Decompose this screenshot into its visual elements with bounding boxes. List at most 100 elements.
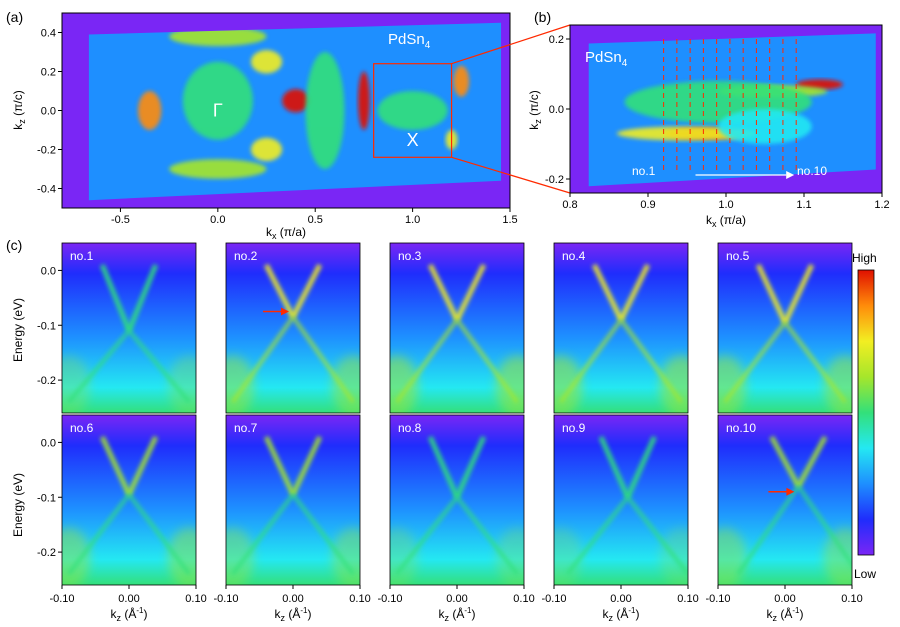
colorbar-high-label: High	[852, 251, 877, 265]
valence-intensity	[390, 355, 419, 413]
y-tick-label: -0.2	[37, 375, 56, 387]
lower-dirac-band	[127, 329, 191, 404]
band-panel-grid: no.1 0.0 -0.1 -0.2 no.2 no.3 no.4 no.5 no.6 0.0 -0…	[37, 242, 863, 623]
panel-b-cut-lines	[663, 39, 797, 179]
y-tick-label: -0.1	[37, 492, 56, 504]
panel-a-intensity-map: ΓX	[88, 22, 502, 201]
lower-dirac-band	[231, 315, 295, 404]
band-panel: no.9 -0.10 0.00 0.10 kz (Å-1)	[541, 414, 699, 623]
y-tick-label: -0.2	[37, 547, 56, 559]
panel-a-x-axis-label: kx (π/a)	[266, 225, 306, 241]
x-tick-label: 0.10	[513, 593, 534, 605]
valence-intensity	[495, 355, 524, 413]
colorbar-low-label: Low	[854, 567, 876, 581]
upper-dirac-band	[618, 263, 651, 321]
panel-b-intensity-map	[588, 33, 876, 187]
lower-dirac-band	[67, 329, 131, 404]
upper-dirac-band	[454, 435, 487, 499]
colorbar: High Low	[852, 251, 877, 581]
x-tick-label: -0.10	[49, 593, 74, 605]
x-tick-label: 0.00	[610, 593, 631, 605]
x-tick-label: -0.5	[111, 214, 130, 226]
y-tick-label: 0.4	[41, 28, 56, 40]
upper-dirac-band	[454, 263, 487, 321]
lower-dirac-band	[559, 318, 623, 404]
valence-intensity	[331, 527, 360, 585]
band-panel: no.3	[389, 242, 525, 414]
lower-dirac-band	[783, 321, 847, 404]
upper-dirac-band	[263, 263, 296, 319]
panel-a-frame	[61, 12, 511, 209]
panel-a-material-label: PdSn4	[388, 31, 431, 51]
symmetry-point-label: X	[407, 130, 419, 150]
valence-intensity	[659, 527, 688, 585]
row2-y-axis-label: Energy (eV)	[11, 473, 25, 537]
x-tick-label: 0.5	[308, 214, 323, 226]
valence-intensity	[659, 355, 688, 413]
y-tick-label: -0.1	[37, 320, 56, 332]
upper-dirac-band	[263, 435, 296, 496]
y-tick-label: 0.2	[41, 67, 56, 79]
valence-intensity	[718, 527, 747, 585]
x-tick-label: 1.0	[718, 199, 733, 211]
cut-label: no.5	[726, 249, 750, 263]
y-tick-label: 0.0	[549, 104, 564, 116]
upper-dirac-band	[625, 435, 657, 499]
intensity-feature	[305, 52, 345, 169]
cut-direction-arrowhead	[786, 171, 795, 179]
x-tick-label: 0.9	[640, 199, 655, 211]
intensity-feature	[718, 109, 812, 144]
intensity-feature	[250, 137, 283, 162]
cut-label: no.7	[234, 421, 258, 435]
panel-b-material-label: PdSn4	[585, 49, 628, 69]
panel-a-tag: (a)	[6, 9, 23, 25]
upper-dirac-band	[769, 435, 801, 488]
band-panel: no.10 -0.10 0.00 0.10 kz (Å-1)	[705, 414, 863, 623]
connector-top	[451, 24, 571, 65]
band-panel-frame	[389, 242, 525, 414]
upper-dirac-band	[796, 435, 828, 488]
lower-dirac-band	[455, 318, 519, 404]
upper-dirac-band	[427, 263, 460, 321]
x-tick-label: 1.1	[796, 199, 811, 211]
dirac-point-arrowhead	[281, 307, 289, 316]
cut-start-label: no.1	[632, 164, 656, 178]
panel-b-tag: (b)	[534, 9, 551, 25]
x-tick-label: 0.10	[349, 593, 370, 605]
x-tick-label: 0.00	[446, 593, 467, 605]
intensity-feature	[169, 159, 267, 179]
zoom-box	[373, 63, 453, 158]
panel-a-fermi-map: (a) ΓX -0.5 0.0 0.5 1.0 1.5-0.4-0.20.00.20.4…	[6, 9, 518, 241]
y-tick-label: -0.2	[545, 174, 564, 186]
band-panel-frame	[61, 242, 197, 414]
upper-dirac-band	[598, 435, 630, 499]
band-panel: no.4	[553, 242, 689, 414]
panel-a-y-axis-label: kz (π/c)	[11, 90, 27, 129]
band-x-axis-label: kz (Å-1)	[111, 606, 148, 623]
x-tick-label: -0.10	[541, 593, 566, 605]
panel-b-ticks: 0.8 0.9 1.0 1.1 1.2 -0.2 0.0 0.2	[545, 34, 890, 211]
panel-b-zoom-map: (b) 0.8 0.9 1.0 1.1 1.2 -0.2 0.0 0.2 PdSn4 no.1…	[527, 9, 890, 229]
lower-dirac-band	[231, 493, 295, 576]
y-tick-label: 0.0	[41, 106, 56, 118]
lower-dirac-band	[67, 493, 131, 576]
band-x-axis-label: kz (Å-1)	[767, 606, 804, 623]
panel-c-tag: (c)	[6, 237, 22, 253]
band-panel: no.8 -0.10 0.00 0.10 kz (Å-1)	[377, 414, 535, 623]
band-panel-frame	[225, 242, 361, 414]
intensity-feature	[377, 91, 448, 130]
panel-c-band-cuts: (c) no.1 0.0 -0.1 -0.2 no.2 no.3 no.4 no.5 no.6 0…	[6, 237, 863, 623]
valence-intensity	[167, 527, 196, 585]
x-tick-label: 0.0	[210, 214, 225, 226]
lower-dirac-band	[127, 493, 191, 576]
band-panel-frame	[553, 242, 689, 414]
band-panel: no.2	[225, 242, 361, 414]
band-panel: no.7 -0.10 0.00 0.10 kz (Å-1)	[213, 414, 371, 623]
x-tick-label: -0.10	[705, 593, 730, 605]
intensity-feature	[453, 65, 470, 97]
cut-label: no.3	[398, 249, 422, 263]
band-panel: no.1 0.0 -0.1 -0.2	[37, 242, 197, 414]
upper-dirac-band	[427, 435, 460, 499]
upper-dirac-band	[290, 263, 323, 319]
